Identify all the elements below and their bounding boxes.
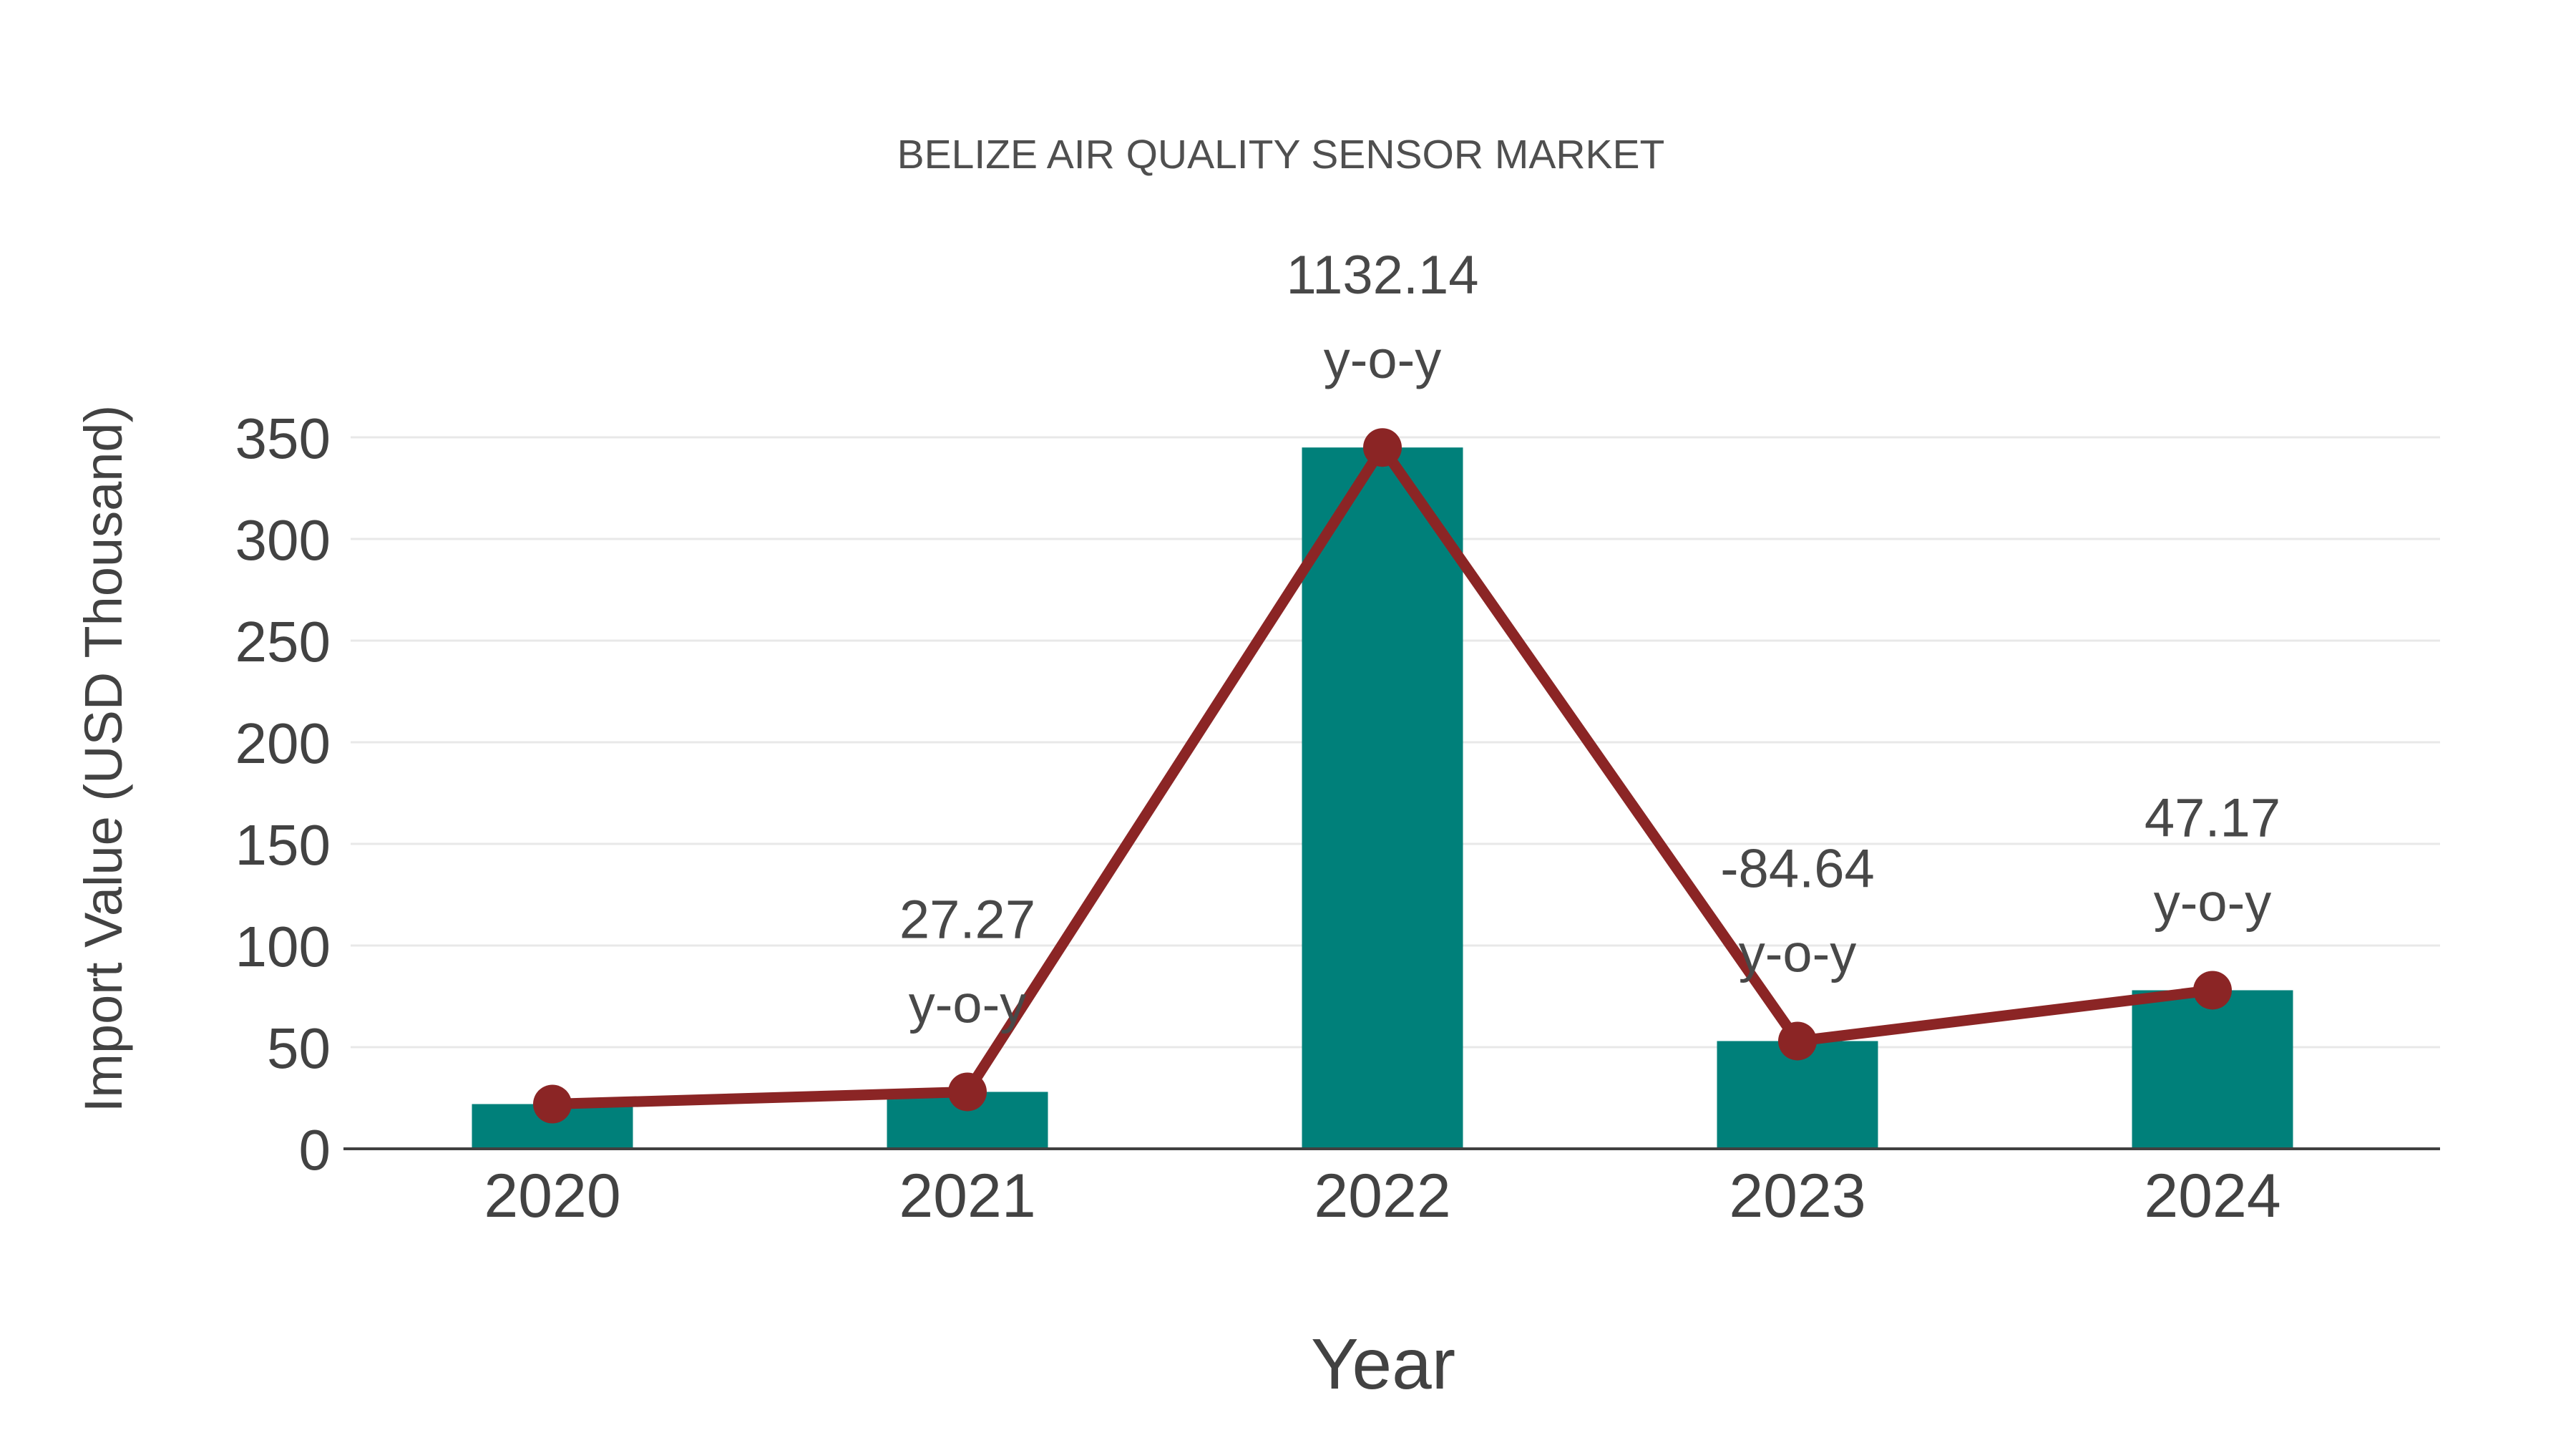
y-tick-label-250: 250	[235, 610, 331, 674]
x-tick-label-2023: 2023	[1729, 1162, 1865, 1230]
y-tick-label-150: 150	[235, 813, 331, 877]
y-tick-label-50: 50	[267, 1016, 331, 1080]
marker-2024	[2193, 971, 2232, 1010]
x-tick-label-2021: 2021	[899, 1162, 1035, 1230]
marker-2021	[948, 1072, 987, 1112]
x-tick-label-2024: 2024	[2144, 1162, 2280, 1230]
bar-2022	[1302, 447, 1463, 1149]
marker-2023	[1778, 1021, 1817, 1061]
marker-2022	[1363, 428, 1402, 467]
y-tick-label-0: 0	[299, 1118, 331, 1182]
annotation-2021-value: 27.27	[899, 889, 1035, 950]
annotation-2023-value: -84.64	[1720, 838, 1875, 899]
annotation-2023-suffix: y-o-y	[1739, 923, 1856, 983]
y-axis-title: Import Value (USD Thousand)	[74, 405, 133, 1113]
x-tick-label-2022: 2022	[1314, 1162, 1450, 1230]
x-tick-label-2020: 2020	[484, 1162, 620, 1230]
bars-layer	[472, 447, 2293, 1149]
y-tick-labels: 0 50 100 150 200 250 300 350	[235, 407, 331, 1182]
bar-2024	[2132, 990, 2293, 1149]
y-tick-label-350: 350	[235, 407, 331, 470]
chart-title: BELIZE AIR QUALITY SENSOR MARKET	[897, 132, 1665, 178]
annotation-2021-suffix: y-o-y	[909, 974, 1026, 1034]
marker-2020	[533, 1084, 572, 1124]
x-axis-title: Year	[1311, 1324, 1455, 1404]
x-tick-labels: 2020 2021 2022 2023 2024	[484, 1162, 2280, 1230]
annotation-2024-value: 47.17	[2145, 787, 2280, 848]
trend-line-layer	[533, 428, 2232, 1124]
annotation-2024-suffix: y-o-y	[2154, 873, 2271, 932]
y-tick-label-200: 200	[235, 711, 331, 775]
y-tick-label-300: 300	[235, 508, 331, 572]
annotation-2022-suffix: y-o-y	[1324, 330, 1441, 389]
annotations-layer: 27.27 y-o-y 1132.14 y-o-y -84.64 y-o-y 47.17 y-…	[899, 245, 2280, 1034]
y-tick-label-100: 100	[235, 915, 331, 978]
annotation-2022-value: 1132.14	[1286, 245, 1478, 306]
